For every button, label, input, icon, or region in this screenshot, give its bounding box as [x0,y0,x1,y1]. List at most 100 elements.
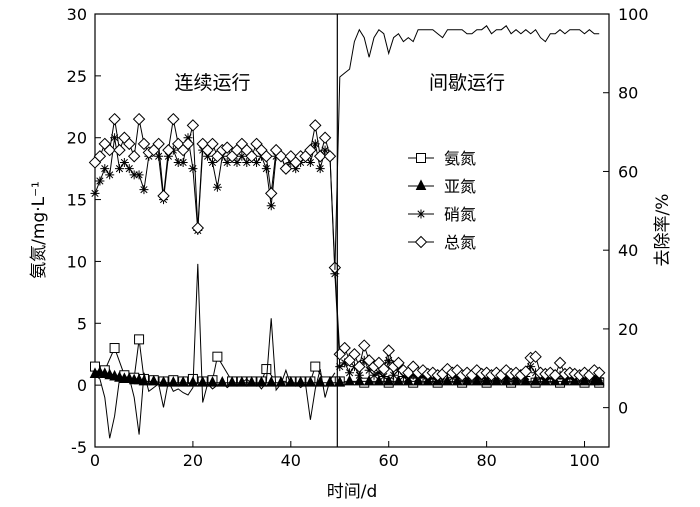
legend-label: 硝氮 [444,205,476,224]
y-left-tick-label: 10 [67,252,87,271]
data-point-diamond [260,150,273,163]
data-point-diamond [181,137,195,151]
data-point-diamond [274,150,288,163]
data-point-triangle [383,374,395,386]
data-point-diamond [186,119,200,132]
data-point-diamond [304,143,317,157]
legend-label: 总氮 [444,233,476,252]
data-point-diamond [127,150,141,163]
data-point-asterisk [389,370,399,380]
data-point-diamond [93,150,107,163]
data-point-square [134,334,145,345]
data-point-asterisk [237,151,247,161]
data-point-triangle [344,374,355,386]
data-point-asterisk [261,164,271,174]
legend-label: 氨氮 [444,149,476,168]
data-point-triangle [393,374,404,386]
data-point-diamond [220,141,234,154]
legend-label: 亚氮 [444,177,476,196]
x-tick-label: 80 [476,451,496,470]
y-left-tick-label: 5 [77,314,87,333]
y-axis-left-title: 氨氮/mg·L⁻¹ [29,181,49,279]
data-point-square [310,361,321,372]
data-point-diamond [103,143,116,157]
data-point-diamond [338,341,351,355]
x-tick-label: 100 [569,451,600,470]
legend-entry: 亚氮 [408,177,476,196]
data-point-asterisk [369,370,379,380]
data-point-diamond [245,150,258,163]
y-right-tick-label: 80 [618,84,638,103]
data-point-triangle [363,374,375,386]
data-point-diamond [123,137,136,151]
data-point-diamond [593,366,606,379]
data-point-triangle [275,376,287,387]
data-point-diamond [309,119,322,132]
series-line [94,137,600,380]
data-point-asterisk [207,157,217,167]
data-point-triangle [168,376,179,387]
data-point-asterisk [345,368,355,378]
legend-entry: 硝氮 [408,205,476,224]
y-right-tick-label: 40 [618,241,638,260]
data-point-asterisk [114,164,124,174]
data-point-asterisk [129,170,139,180]
data-point-asterisk [335,362,345,372]
data-point-asterisk [124,164,134,174]
data-point-triangle [305,376,316,387]
y-left-tick-label: 20 [67,129,87,148]
data-point-asterisk [154,151,164,161]
y-left-tick-label: 30 [67,5,87,24]
data-point-diamond [132,112,146,126]
y-left-tick-label: -5 [71,438,87,457]
legend-marker-asterisk [416,209,426,219]
plot-frame [94,13,610,448]
x-tick-label: 0 [90,451,100,470]
data-point-diamond [152,137,165,151]
data-point-asterisk [212,182,222,192]
data-point-diamond [108,112,121,126]
y-left-tick-label: 15 [67,191,87,210]
data-point-triangle [226,376,238,387]
series-总氮-3 [88,112,606,382]
data-point-diamond [553,356,567,370]
data-point-diamond [392,356,405,370]
data-point-asterisk [305,157,315,167]
data-point-asterisk [173,157,183,167]
data-point-diamond [353,360,366,373]
data-point-asterisk [188,164,198,174]
data-point-triangle [295,376,306,387]
data-point-diamond [137,137,151,151]
series-unlabeled-4 [94,263,336,439]
series-line [94,119,600,376]
data-point-square [212,351,223,362]
data-point-triangle [265,376,277,387]
series-line [94,263,336,439]
x-tick-label: 20 [183,451,203,470]
data-point-diamond [382,344,395,357]
data-point-asterisk [340,358,350,368]
data-point-asterisk [315,164,325,174]
x-tick-label: 60 [379,451,399,470]
data-point-asterisk [320,145,330,155]
y-right-tick-label: 100 [618,5,649,24]
series-line [334,25,600,270]
data-point-asterisk [100,164,110,174]
data-point-diamond [265,187,278,200]
data-point-asterisk [252,157,262,167]
data-point-triangle [177,376,189,387]
data-point-triangle [197,376,209,387]
region-label-intermittent: 间歇运行 [429,72,505,94]
data-point-diamond [113,143,126,157]
data-point-diamond [358,339,371,352]
data-point-asterisk [178,157,188,167]
data-point-diamond [167,112,180,126]
data-point-diamond [348,348,361,361]
data-point-asterisk [95,176,105,186]
region-label-continuous: 连续运行 [174,72,250,94]
x-tick-label: 40 [281,451,301,470]
data-point-asterisk [310,139,320,149]
